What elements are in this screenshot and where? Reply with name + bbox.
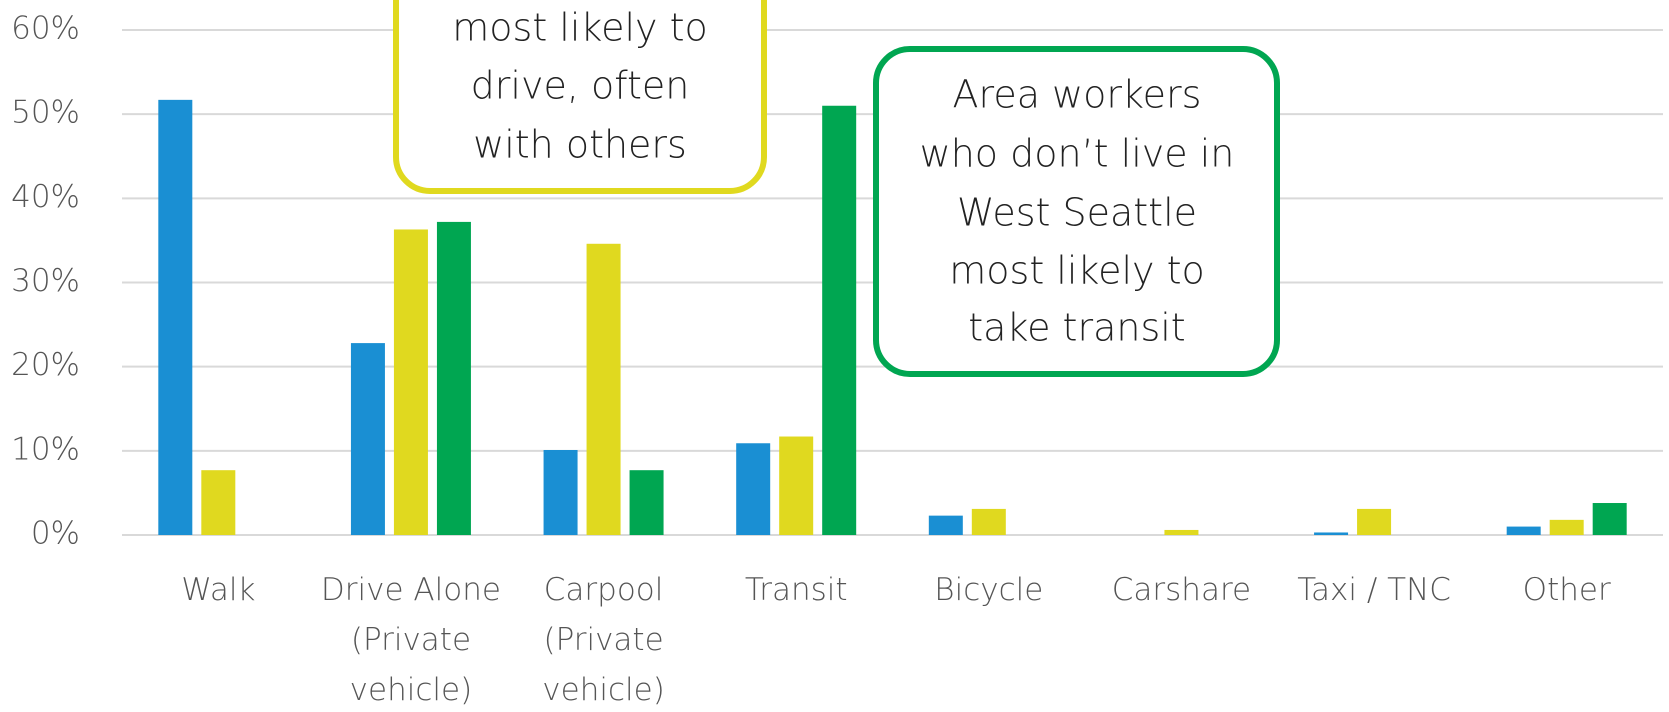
annotation-text: Area workers xyxy=(953,73,1202,117)
bar xyxy=(1592,503,1627,535)
bar xyxy=(436,221,471,535)
bar xyxy=(1506,526,1541,535)
annotation-text: with others xyxy=(473,123,687,167)
y-tick-label: 30% xyxy=(11,263,80,299)
bar xyxy=(1357,508,1392,535)
bar xyxy=(971,508,1006,535)
annotation-text: most likely to xyxy=(949,249,1204,293)
x-tick-label: Bicycle xyxy=(934,572,1044,608)
bar xyxy=(1549,519,1584,535)
x-tick-label: Carpool (Private vehicle) xyxy=(542,572,665,708)
x-tick-label: Walk xyxy=(181,572,256,608)
bar xyxy=(201,470,236,535)
annotation-text: who don’t live in xyxy=(920,132,1235,176)
bar xyxy=(393,229,428,535)
bar xyxy=(586,243,621,536)
annotation-box xyxy=(393,0,767,194)
annotation-text: drive, often xyxy=(471,64,690,108)
x-tick-label: Drive Alone (Private vehicle) xyxy=(320,572,501,708)
y-tick-label: 40% xyxy=(11,179,80,215)
x-tick-label: Transit xyxy=(744,572,848,608)
y-tick-label: 60% xyxy=(11,11,80,47)
bar xyxy=(543,449,578,535)
annotation-text: take transit xyxy=(968,306,1185,350)
y-tick-label: 10% xyxy=(11,431,80,467)
y-tick-label: 0% xyxy=(31,516,80,552)
y-tick-label: 20% xyxy=(11,347,80,383)
x-tick-label: Carshare xyxy=(1111,572,1252,608)
bar xyxy=(350,343,385,535)
x-tick-label: Other xyxy=(1522,572,1611,608)
annotation-text: most likely to xyxy=(452,6,707,50)
bar xyxy=(629,470,664,535)
bar xyxy=(779,436,814,535)
bar xyxy=(1164,529,1199,535)
y-tick-label: 50% xyxy=(11,95,80,131)
annotation-text: West Seattle xyxy=(957,191,1197,235)
bar xyxy=(158,99,193,535)
bar xyxy=(928,515,963,535)
bar xyxy=(736,443,771,535)
bar xyxy=(1314,532,1349,535)
annotation-box xyxy=(873,46,1280,377)
x-tick-label: Taxi / TNC xyxy=(1297,572,1451,608)
bar xyxy=(822,105,857,535)
